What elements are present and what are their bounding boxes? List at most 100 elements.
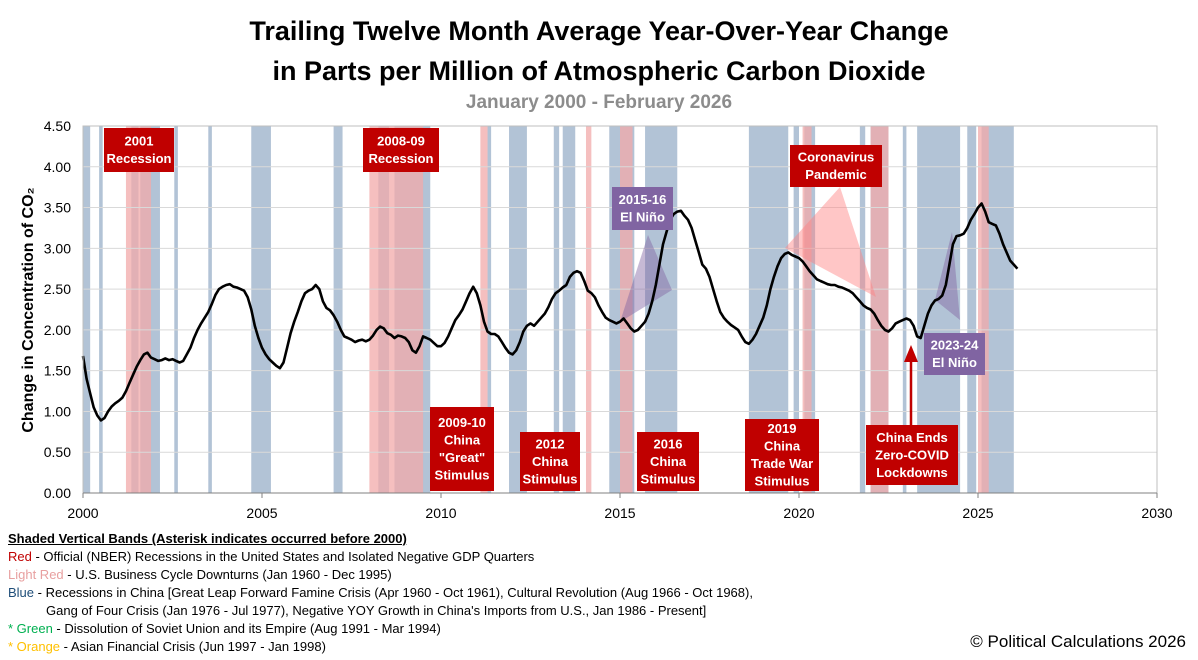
el-nino-2015-pointer <box>620 235 672 322</box>
ann-2016-stimulus: 2016 China Stimulus <box>637 432 699 491</box>
ann-2019-trade-war-line: Stimulus <box>755 474 810 489</box>
ann-2001-recession-box <box>104 128 174 172</box>
ann-2008-09-recession-line: 2008-09 <box>377 134 425 149</box>
legend-lightred-label: Light Red <box>8 567 64 582</box>
y-tick-label: 0.50 <box>44 444 71 460</box>
blue-band <box>902 126 907 493</box>
red-band <box>802 126 812 493</box>
copyright-notice: © Political Calculations 2026 <box>970 632 1186 651</box>
ann-zero-covid-line: Lockdowns <box>876 465 948 480</box>
ann-2012-stimulus: 2012 China Stimulus <box>520 432 580 491</box>
legend-green-label: * Green <box>8 621 53 636</box>
y-tick-label: 1.50 <box>44 363 71 379</box>
legend-red-text: - Official (NBER) Recessions in the Unit… <box>31 549 535 564</box>
legend-blue-label: Blue <box>8 585 35 600</box>
legend-blue-text2: Gang of Four Crisis (Jan 1976 - Jul 1977… <box>46 603 707 618</box>
ann-2008-09-recession-line: Recession <box>368 151 433 166</box>
legend-red-label: Red <box>8 549 32 564</box>
ann-2015-16-el-nino-box <box>612 187 673 230</box>
red-band <box>369 126 424 493</box>
ann-2015-16-el-nino-line: 2015-16 <box>619 192 667 207</box>
ann-zero-covid-line: China Ends <box>876 430 948 445</box>
ann-2012-stimulus-line: China <box>532 454 569 469</box>
legend-blue-text: - Recessions in China [Great Leap Forwar… <box>34 585 753 600</box>
legend-orange-text: - Asian Financial Crisis (Jun 1997 - Jan… <box>60 639 326 654</box>
y-axis-label: Change in Concentration of CO₂ <box>20 187 37 432</box>
blue-band <box>859 126 866 493</box>
ann-2009-10-stimulus-line: 2009-10 <box>438 415 486 430</box>
ann-2019-trade-war-box <box>745 419 819 491</box>
ann-2015-16-el-nino: 2015-16 El Niño <box>612 187 673 230</box>
legend-orange-label: * Orange <box>8 639 61 654</box>
legend-orange: * Orange - Asian Financial Crisis (Jun 1… <box>8 638 326 656</box>
ann-zero-covid: China Ends Zero-COVID Lockdowns <box>866 425 958 485</box>
ann-coronavirus-line: Coronavirus <box>798 150 875 165</box>
legend-lightred: Light Red - U.S. Business Cycle Downturn… <box>8 566 392 584</box>
legend-red: Red - Official (NBER) Recessions in the … <box>8 548 534 566</box>
blue-band <box>251 126 271 493</box>
ann-2019-trade-war: 2019 China Trade War Stimulus <box>745 419 819 491</box>
ann-coronavirus: Coronavirus Pandemic <box>790 145 882 187</box>
x-tick-label: 2015 <box>604 505 635 521</box>
ann-2015-16-el-nino-line: El Niño <box>620 210 665 225</box>
x-tick-label: 2020 <box>783 505 814 521</box>
legend-heading-text: Shaded Vertical Bands (Asterisk indicate… <box>8 531 407 546</box>
blue-band <box>562 126 576 493</box>
ann-2023-24-el-nino-line: El Niño <box>932 355 977 370</box>
y-tick-label: 3.50 <box>44 200 71 216</box>
blue-band <box>509 126 527 493</box>
ann-2023-24-el-nino: 2023-24 El Niño <box>924 333 985 375</box>
ann-2009-10-stimulus: 2009-10 China "Great" Stimulus <box>430 407 494 491</box>
ann-2009-10-stimulus-line: "Great" <box>439 450 485 465</box>
ann-zero-covid-line: Zero-COVID <box>875 447 949 462</box>
ann-2008-09-recession: 2008-09 Recession <box>363 128 439 172</box>
legend-blue-cont: Gang of Four Crisis (Jan 1976 - Jul 1977… <box>46 602 706 620</box>
co2-chart: 0.00 0.50 1.00 1.50 2.00 2.50 3.00 3.50 4.00 4.50… <box>20 118 1173 521</box>
ann-2016-stimulus-line: 2016 <box>654 436 683 451</box>
ann-2009-10-stimulus-line: Stimulus <box>435 468 490 483</box>
ann-zero-covid-box <box>866 425 958 485</box>
ann-2001-recession-line: Recession <box>106 151 171 166</box>
legend-green: * Green - Dissolution of Soviet Union an… <box>8 620 441 638</box>
ann-2016-stimulus-line: Stimulus <box>641 471 696 486</box>
x-tick-label: 2000 <box>67 505 98 521</box>
legend-blue: Blue - Recessions in China [Great Leap F… <box>8 584 753 602</box>
ann-2008-09-recession-box <box>363 128 439 172</box>
ann-2019-trade-war-line: China <box>764 439 801 454</box>
red-band <box>125 126 152 493</box>
x-tick-label: 2010 <box>425 505 456 521</box>
ann-2019-trade-war-line: 2019 <box>768 421 797 436</box>
callouts: 2001 Recession 2008-09 Recession 2009-10 Chin… <box>104 128 985 491</box>
blue-band <box>333 126 343 493</box>
y-tick-label: 2.00 <box>44 322 71 338</box>
blue-band <box>174 126 178 493</box>
x-tick-label: 2025 <box>962 505 993 521</box>
y-tick-label: 4.00 <box>44 159 71 175</box>
ann-2023-24-el-nino-box <box>924 333 985 375</box>
ann-2016-stimulus-line: China <box>650 454 687 469</box>
blue-band <box>553 126 560 493</box>
ann-2001-recession: 2001 Recession <box>104 128 174 172</box>
series-line <box>81 202 1019 422</box>
axes: 0.00 0.50 1.00 1.50 2.00 2.50 3.00 3.50 4.00 4.50… <box>44 118 1173 521</box>
blue-band <box>487 126 492 493</box>
blue-band <box>967 126 977 493</box>
red-band <box>480 126 488 493</box>
y-tick-label: 0.00 <box>44 485 71 501</box>
x-tick-label: 2030 <box>1141 505 1172 521</box>
ann-coronavirus-box <box>790 145 882 187</box>
x-tick-label: 2005 <box>246 505 277 521</box>
y-tick-label: 2.50 <box>44 281 71 297</box>
ann-2019-trade-war-line: Trade War <box>751 456 813 471</box>
zero-covid-arrow-head <box>904 345 918 362</box>
ann-2009-10-stimulus-line: China <box>444 433 481 448</box>
chart-title-line2: in Parts per Million of Atmospheric Carb… <box>272 56 926 86</box>
ann-2012-stimulus-line: 2012 <box>536 436 565 451</box>
ann-2009-10-stimulus-box <box>430 407 494 491</box>
ann-2012-stimulus-line: Stimulus <box>523 471 578 486</box>
blue-band <box>793 126 799 493</box>
legend-heading: Shaded Vertical Bands (Asterisk indicate… <box>8 530 407 548</box>
ann-2016-stimulus-box <box>637 432 699 491</box>
blue-band <box>99 126 103 493</box>
ann-2012-stimulus-box <box>520 432 580 491</box>
